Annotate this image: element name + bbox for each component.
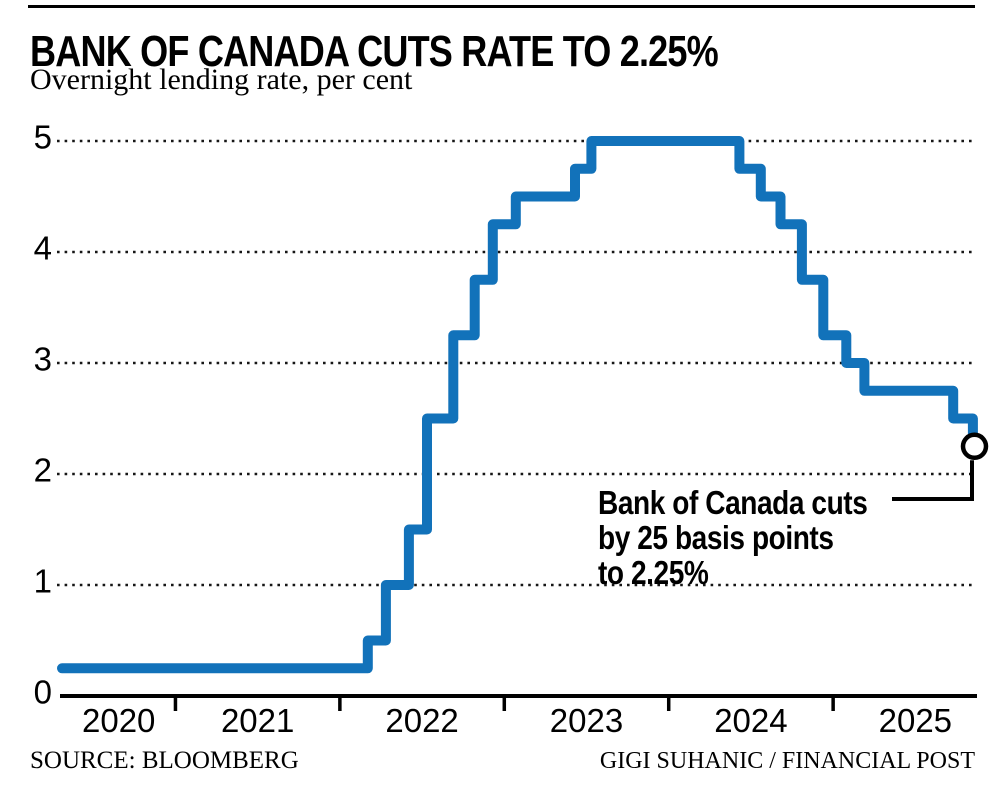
gridlines [57, 139, 975, 587]
annotation: Bank of Canada cuts by 25 basis points t… [598, 484, 868, 591]
x-tick-label-2020: 2020 [82, 702, 155, 739]
chart-subtitle: Overnight lending rate, per cent [30, 63, 413, 96]
y-tick-label-5: 5 [34, 119, 52, 156]
source-credit: SOURCE: BLOOMBERG [30, 747, 299, 774]
y-tick-label-3: 3 [34, 341, 52, 378]
y-axis-labels: 0 1 2 3 4 5 [34, 119, 52, 711]
rate-step-line [57, 136, 982, 674]
annotation-line-3: to 2.25% [598, 554, 709, 591]
top-rule [28, 5, 975, 8]
end-marker-circle [960, 432, 989, 461]
x-tick-label-2025: 2025 [879, 702, 952, 739]
x-tick-label-2023: 2023 [550, 702, 623, 739]
y-tick-label-2: 2 [34, 452, 52, 489]
rate-line-group [57, 136, 982, 674]
y-tick-label-4: 4 [34, 230, 52, 267]
x-axis: 2020 2021 2022 2023 2024 2025 [60, 694, 977, 739]
y-tick-label-0: 0 [34, 674, 52, 711]
y-tick-label-1: 1 [34, 563, 52, 600]
annotation-line-1: Bank of Canada cuts [598, 484, 868, 521]
x-tick-label-2021: 2021 [221, 702, 294, 739]
chart-title: BANK OF CANADA CUTS RATE TO 2.25% [30, 27, 719, 76]
annotation-line-2: by 25 basis points [598, 519, 834, 556]
x-tick-label-2024: 2024 [714, 702, 787, 739]
callout-connector-group [892, 432, 989, 501]
x-tick-label-2022: 2022 [385, 702, 458, 739]
author-credit: GIGI SUHANIC / FINANCIAL POST [599, 748, 975, 774]
callout-line [892, 460, 974, 501]
